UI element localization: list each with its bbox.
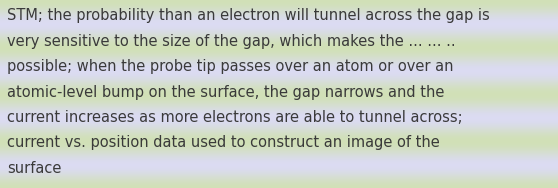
- Text: surface: surface: [7, 161, 61, 176]
- Text: atomic-level bump on the surface, the gap narrows and the: atomic-level bump on the surface, the ga…: [7, 85, 445, 100]
- Text: STM; the probability than an electron will tunnel across the gap is: STM; the probability than an electron wi…: [7, 8, 490, 24]
- Text: very sensitive to the size of the gap, which makes the ... ... ..: very sensitive to the size of the gap, w…: [7, 34, 456, 49]
- Text: possible; when the probe tip passes over an atom or over an: possible; when the probe tip passes over…: [7, 59, 454, 74]
- Text: current vs. position data used to construct an image of the: current vs. position data used to constr…: [7, 135, 440, 150]
- Text: current increases as more electrons are able to tunnel across;: current increases as more electrons are …: [7, 110, 463, 125]
